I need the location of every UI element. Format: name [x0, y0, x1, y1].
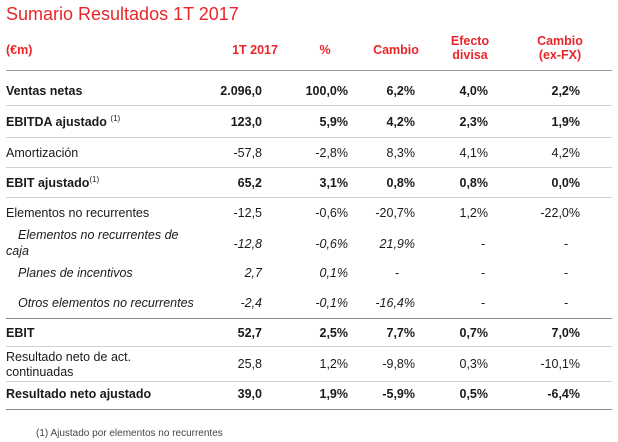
row-label: Elementos no recurrentes — [6, 206, 150, 220]
row-divider — [6, 105, 612, 106]
row-label: EBIT ajustado(1) — [6, 175, 100, 191]
row-label: EBITDA ajustado (1) — [6, 114, 121, 130]
row-label: Resultado neto ajustado — [6, 387, 152, 401]
row-label: Otros elementos no recurrentes — [18, 296, 194, 310]
row-label: Amortización — [6, 146, 79, 160]
header-units: (€m) — [6, 43, 33, 57]
row-divider — [6, 318, 612, 319]
row-divider — [6, 137, 612, 138]
page-title: Sumario Resultados 1T 2017 — [6, 4, 239, 24]
row-divider — [6, 346, 612, 347]
row-label: EBIT — [6, 326, 35, 340]
row-label: Resultado neto de act. — [6, 350, 132, 364]
header-1t2017: 1T 2017 — [232, 43, 278, 57]
header-percent: % — [319, 43, 331, 57]
footnote: (1) Ajustado por elementos no recurrente… — [36, 428, 223, 439]
row-divider — [6, 167, 612, 168]
row-label-continued: continuadas — [6, 365, 74, 379]
header-efecto-divisa: Efecto divisa — [450, 34, 490, 62]
table-bottom-rule — [6, 409, 612, 410]
row-label: Ventas netas — [6, 84, 83, 98]
row-label: Elementos no recurrentes de — [18, 228, 179, 242]
row-label: Planes de incentivos — [18, 266, 133, 280]
row-divider — [6, 381, 612, 382]
row-label-continued: caja — [6, 244, 29, 258]
header-cambio: Cambio — [373, 43, 419, 57]
row-divider — [6, 197, 612, 198]
header-rule — [6, 70, 612, 71]
header-cambio-exfx: Cambio (ex-FX) — [537, 34, 583, 62]
